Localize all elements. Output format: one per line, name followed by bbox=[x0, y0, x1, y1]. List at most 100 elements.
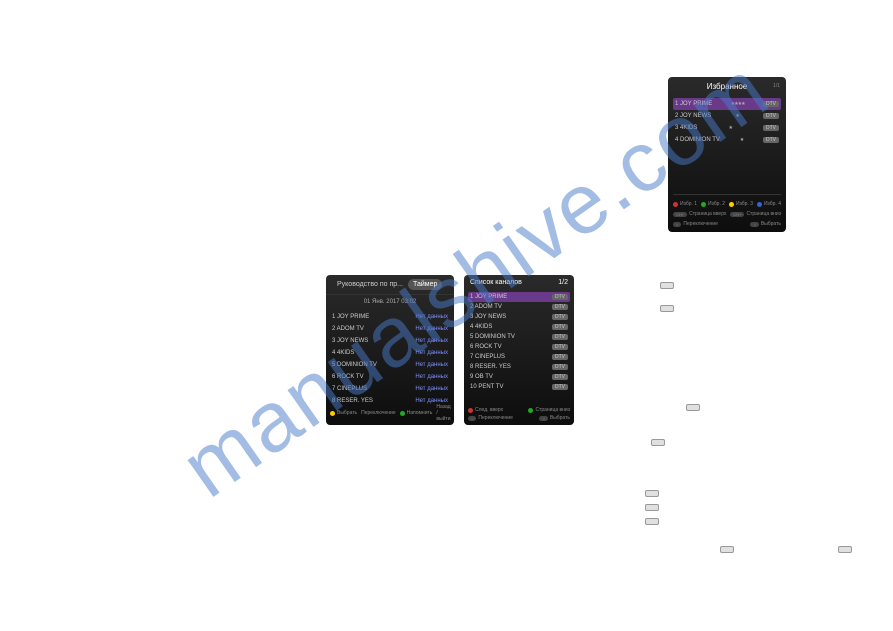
channel-name: 3 JOY NEWS bbox=[332, 338, 368, 344]
dtv-badge: DTV bbox=[552, 344, 568, 350]
key-icon: ○ bbox=[539, 416, 547, 421]
color-dot-icon bbox=[673, 202, 678, 207]
footer-hint: CH+Страница вниз bbox=[730, 211, 781, 217]
footer-hint: Избр. 2 bbox=[701, 201, 725, 207]
channel-name: 4 DOMINION TV bbox=[675, 137, 720, 143]
channel-name: 6 ROCK TV bbox=[470, 344, 502, 350]
channel-status: Нет данных bbox=[415, 326, 448, 332]
channel-name: 1 JOY PRIME bbox=[332, 314, 369, 320]
panel1-date: 01 Янв. 2017 03:02 bbox=[326, 295, 454, 309]
channel-name: 2 JOY NEWS bbox=[675, 113, 711, 119]
remote-key-icon bbox=[645, 490, 659, 497]
channel-row[interactable]: 9 OB TVDTV bbox=[468, 372, 570, 382]
dtv-badge: DTV bbox=[552, 324, 568, 330]
footer-hint: След. вверх bbox=[468, 407, 503, 413]
channel-name: 1 JOY PRIME bbox=[675, 101, 712, 107]
panel1-rows: 1 JOY PRIMEНет данных2 ADOM TVНет данных… bbox=[326, 309, 454, 409]
dtv-badge: DTV bbox=[552, 364, 568, 370]
channel-name: 7 CINEPLUS bbox=[332, 386, 367, 392]
footer-hint: Выбрать bbox=[330, 404, 357, 422]
panel1-footer: Выбрать Переключение НапомнитьНазад / выйт… bbox=[330, 404, 450, 422]
dtv-badge: DTV bbox=[552, 334, 568, 340]
favorite-row[interactable]: 1 JOY PRIME★★★★DTV bbox=[673, 98, 781, 110]
channel-name: 1 JOY PRIME bbox=[470, 294, 507, 300]
stars-icon: ★ bbox=[728, 125, 731, 131]
hint-label: Выбрать bbox=[761, 221, 781, 227]
channel-name: 10 PENT TV bbox=[470, 384, 503, 390]
key-icon: CH+ bbox=[730, 212, 744, 217]
favorite-row[interactable]: 2 JOY NEWS ★ DTV bbox=[673, 110, 781, 122]
footer-hint: Избр. 4 bbox=[757, 201, 781, 207]
color-dot-icon bbox=[330, 411, 335, 416]
footer-hint: ○Переключение bbox=[468, 415, 513, 421]
favorites-panel: Избранное 1/1 1 JOY PRIME★★★★DTV2 JOY NE… bbox=[668, 77, 786, 232]
channel-name: 2 ADOM TV bbox=[332, 326, 364, 332]
color-dot-icon bbox=[468, 408, 473, 413]
channel-name: 3 4KIDS bbox=[675, 125, 697, 131]
hint-label: Переключение bbox=[478, 415, 512, 421]
footer-hint: Избр. 3 bbox=[729, 201, 753, 207]
color-dot-icon bbox=[757, 202, 762, 207]
hint-label: След. вверх bbox=[475, 407, 503, 413]
key-icon: ○ bbox=[468, 416, 476, 421]
hint-label: Страница вверх bbox=[689, 211, 726, 217]
stars-icon: ★ bbox=[740, 137, 743, 143]
channel-row[interactable]: 6 ROCK TV DTV bbox=[468, 342, 570, 352]
key-icon: CH+ bbox=[673, 212, 687, 217]
color-dot-icon bbox=[701, 202, 706, 207]
remote-key-icon bbox=[838, 546, 852, 553]
remote-key-icon bbox=[720, 546, 734, 553]
channel-status: Нет данных bbox=[415, 386, 448, 392]
channel-name: 4 4KIDS bbox=[332, 350, 354, 356]
hint-label: Избр. 1 bbox=[680, 201, 697, 207]
hint-label: Назад / выйти bbox=[436, 404, 450, 422]
channel-row[interactable]: 5 DOMINION TVDTV bbox=[468, 332, 570, 342]
dtv-badge: DTV bbox=[552, 294, 568, 300]
footer-hint: Страница вниз bbox=[528, 407, 570, 413]
hint-label: Избр. 3 bbox=[736, 201, 753, 207]
dtv-badge: DTV bbox=[763, 137, 779, 143]
tab-timer[interactable]: Таймер bbox=[408, 279, 442, 290]
dtv-badge: DTV bbox=[552, 374, 568, 380]
hint-label: Выбрать bbox=[337, 410, 357, 416]
guide-row[interactable]: 4 4KIDSНет данных bbox=[332, 347, 448, 359]
guide-row[interactable]: 3 JOY NEWSНет данных bbox=[332, 335, 448, 347]
remote-key-icon bbox=[645, 518, 659, 525]
hint-label: Переключение bbox=[683, 221, 717, 227]
tab-guide[interactable]: Руководство по пр... bbox=[332, 279, 408, 290]
key-icon: ○ bbox=[673, 222, 681, 227]
guide-row[interactable]: 5 DOMINION TVНет данных bbox=[332, 359, 448, 371]
hint-label: Напомнить bbox=[407, 410, 433, 416]
channel-name: 7 CINEPLUS bbox=[470, 354, 505, 360]
guide-row[interactable]: 7 CINEPLUS Нет данных bbox=[332, 383, 448, 395]
stars-icon: ★ bbox=[735, 113, 738, 119]
channel-status: Нет данных bbox=[415, 362, 448, 368]
footer-hint: Переключение bbox=[361, 404, 395, 422]
hint-label: Страница вниз bbox=[535, 407, 570, 413]
guide-row[interactable]: 6 ROCK TVНет данных bbox=[332, 371, 448, 383]
remote-key-icon bbox=[645, 504, 659, 511]
color-dot-icon bbox=[400, 411, 405, 416]
channel-name: 8 RESER. YES bbox=[470, 364, 511, 370]
guide-row[interactable]: 2 ADOM TV Нет данных bbox=[332, 323, 448, 335]
channel-row[interactable]: 3 JOY NEWSDTV bbox=[468, 312, 570, 322]
favorite-row[interactable]: 4 DOMINION TV ★ DTV bbox=[673, 134, 781, 146]
favorite-row[interactable]: 3 4KIDS★DTV bbox=[673, 122, 781, 134]
dtv-badge: DTV bbox=[552, 384, 568, 390]
channel-name: 4 4KIDS bbox=[470, 324, 492, 330]
guide-row[interactable]: 1 JOY PRIMEНет данных bbox=[332, 311, 448, 323]
remote-key-icon bbox=[660, 305, 674, 312]
dtv-badge: DTV bbox=[763, 113, 779, 119]
channel-name: 2 ADOM TV bbox=[470, 304, 502, 310]
footer-hint: ○Переключение bbox=[673, 221, 718, 227]
footer-hint: ○Выбрать bbox=[539, 415, 570, 421]
panel2-rows: 1 JOY PRIMEDTV2 ADOM TVDTV3 JOY NEWSDTV4… bbox=[464, 290, 574, 394]
channel-row[interactable]: 10 PENT TV DTV bbox=[468, 382, 570, 392]
channel-row[interactable]: 1 JOY PRIME DTV bbox=[468, 292, 570, 302]
channel-row[interactable]: 7 CINEPLUSDTV bbox=[468, 352, 570, 362]
channel-row[interactable]: 2 ADOM TVDTV bbox=[468, 302, 570, 312]
channel-row[interactable]: 4 4KIDS DTV bbox=[468, 322, 570, 332]
channel-row[interactable]: 8 RESER. YES DTV bbox=[468, 362, 570, 372]
panel3-footer: Избр. 1Избр. 2Избр. 3Избр. 4CH+Страница … bbox=[673, 194, 781, 229]
footer-hint: Назад / выйти bbox=[436, 404, 450, 422]
